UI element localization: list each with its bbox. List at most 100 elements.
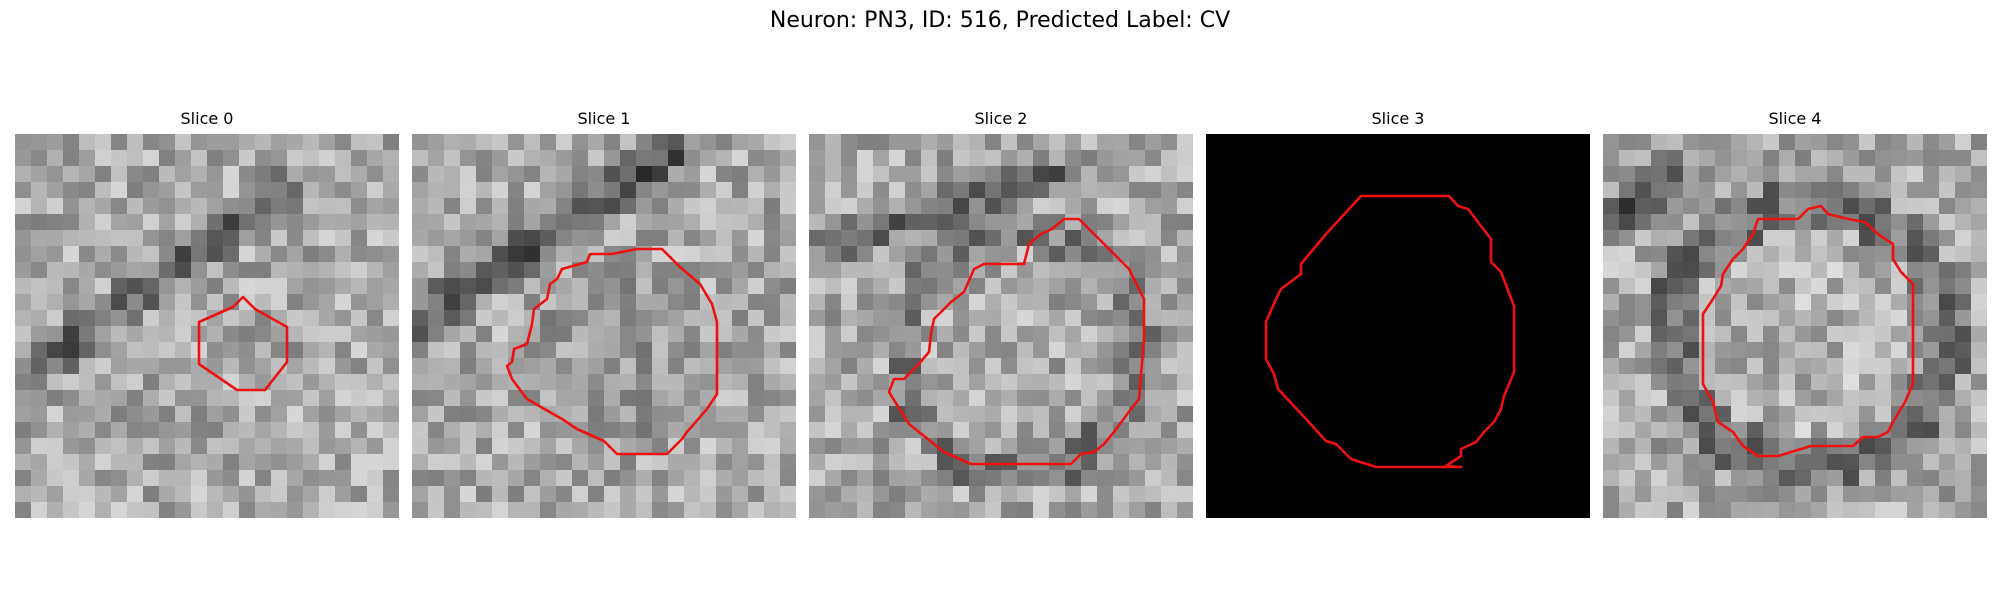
slice-0-pixels-cell xyxy=(79,230,96,247)
slice-2-pixels-cell xyxy=(825,486,842,503)
slice-4-pixels-cell xyxy=(1763,406,1780,423)
slice-4-pixels-cell xyxy=(1763,294,1780,311)
slice-0-pixels-cell xyxy=(111,278,128,295)
slice-4-pixels-cell xyxy=(1859,438,1876,455)
slice-0-pixels-cell xyxy=(127,438,144,455)
slice-2-pixels-cell xyxy=(921,166,938,183)
slice-2-pixels-cell xyxy=(1161,230,1178,247)
slice-0-pixels-cell xyxy=(255,502,272,518)
slice-1-pixels-cell xyxy=(412,390,429,407)
slice-0-pixels-cell xyxy=(287,342,304,359)
slice-0-pixels-cell xyxy=(255,390,272,407)
slice-4-pixels-cell xyxy=(1923,246,1940,263)
slice-4-pixels-cell xyxy=(1907,294,1924,311)
slice-4-pixels-cell xyxy=(1971,262,1987,279)
slice-1-pixels-cell xyxy=(732,326,749,343)
slice-0-pixels-cell xyxy=(255,230,272,247)
slice-1-pixels-cell xyxy=(652,486,669,503)
slice-1-pixels-cell xyxy=(540,326,557,343)
slice-2-pixels-cell xyxy=(1097,486,1114,503)
slice-4-pixels-cell xyxy=(1875,358,1892,375)
slice-2-pixels-cell xyxy=(1049,390,1066,407)
slice-4-pixels-cell xyxy=(1891,214,1908,231)
slice-2-pixels-cell xyxy=(921,182,938,199)
slice-4-pixels-cell xyxy=(1875,374,1892,391)
slice-4-pixels-cell xyxy=(1891,310,1908,327)
slice-1-pixels-cell xyxy=(748,182,765,199)
slice-2-pixels-cell xyxy=(969,342,986,359)
slice-2-pixels-cell xyxy=(969,486,986,503)
slice-1-pixels-cell xyxy=(524,198,541,215)
slice-4-pixels-cell xyxy=(1795,470,1812,487)
slice-4-pixels-cell xyxy=(1891,374,1908,391)
slice-2-pixels-cell xyxy=(1161,294,1178,311)
slice-2-pixels-cell xyxy=(969,150,986,167)
slice-1-pixels-cell xyxy=(444,198,461,215)
slice-0-pixels-cell xyxy=(79,198,96,215)
slice-4-pixels-cell xyxy=(1795,358,1812,375)
slice-1-pixels-cell xyxy=(780,406,796,423)
slice-1-pixels-cell xyxy=(604,422,621,439)
slice-4-pixels-cell xyxy=(1843,422,1860,439)
slice-2-pixels-cell xyxy=(953,166,970,183)
slice-4-pixels-cell xyxy=(1971,198,1987,215)
slice-4-pixels-cell xyxy=(1619,390,1636,407)
slice-1-pixels-cell xyxy=(716,230,733,247)
slice-1-pixels-cell xyxy=(636,310,653,327)
slice-2-pixels-cell xyxy=(985,358,1002,375)
slice-4-pixels-cell xyxy=(1747,230,1764,247)
slice-2-pixels-cell xyxy=(1049,406,1066,423)
slice-1-pixels-cell xyxy=(524,246,541,263)
slice-2-pixels-cell xyxy=(825,502,842,518)
slice-1-pixels-cell xyxy=(460,262,477,279)
slice-1-pixels-cell xyxy=(748,390,765,407)
slice-0-pixels-cell xyxy=(239,230,256,247)
slice-0-pixels-cell xyxy=(319,214,336,231)
slice-0-pixels-cell xyxy=(303,246,320,263)
slice-1-pixels-cell xyxy=(412,454,429,471)
slice-4-pixels-cell xyxy=(1683,278,1700,295)
slice-4-pixels-cell xyxy=(1651,470,1668,487)
slice-1-pixels-cell xyxy=(444,230,461,247)
slice-0-pixels-cell xyxy=(111,246,128,263)
slice-0-pixels-cell xyxy=(175,390,192,407)
slice-4-pixels-cell xyxy=(1619,166,1636,183)
slice-2-pixels-cell xyxy=(825,470,842,487)
slice-0-pixels-cell xyxy=(143,278,160,295)
slice-2-pixels-cell xyxy=(1001,246,1018,263)
slice-4-pixels-cell xyxy=(1667,198,1684,215)
slice-0-pixels-cell xyxy=(207,150,224,167)
slice-4-pixels-cell xyxy=(1971,358,1987,375)
slice-1-pixels-cell xyxy=(428,470,445,487)
slice-1-pixels-cell xyxy=(412,502,429,518)
slice-0-pixels-cell xyxy=(143,294,160,311)
slice-4-pixels-cell xyxy=(1731,342,1748,359)
slice-4-pixels-cell xyxy=(1795,182,1812,199)
slice-1-pixels-cell xyxy=(460,486,477,503)
slice-4-pixels-cell xyxy=(1907,374,1924,391)
slice-0-pixels-cell xyxy=(95,182,112,199)
slice-0-pixels-cell xyxy=(255,198,272,215)
slice-1-pixels-cell xyxy=(428,406,445,423)
slice-2-pixels-cell xyxy=(1161,358,1178,375)
slice-0-pixels-cell xyxy=(95,374,112,391)
slice-2-pixels-cell xyxy=(969,422,986,439)
slice-4-pixels-cell xyxy=(1923,230,1940,247)
slice-0-pixels-cell xyxy=(351,150,368,167)
slice-1-pixels-cell xyxy=(428,214,445,231)
slice-0-pixels-cell xyxy=(15,502,32,518)
slice-1-pixels-cell xyxy=(700,422,717,439)
slice-1-pixels-cell xyxy=(588,326,605,343)
slice-0-pixels-cell xyxy=(319,390,336,407)
slice-2-pixels-cell xyxy=(1113,454,1130,471)
slice-1-pixels-cell xyxy=(476,454,493,471)
slice-4-pixels-cell xyxy=(1907,198,1924,215)
slice-4-pixels-cell xyxy=(1811,406,1828,423)
slice-0-pixels-cell xyxy=(111,342,128,359)
slice-0-pixels-cell xyxy=(15,198,32,215)
slice-4-pixels-cell xyxy=(1603,246,1620,263)
slice-4-pixels-cell xyxy=(1747,294,1764,311)
slice-2-pixels-cell xyxy=(1145,134,1162,151)
slice-0-pixels-cell xyxy=(95,198,112,215)
slice-0-pixels-cell xyxy=(31,374,48,391)
